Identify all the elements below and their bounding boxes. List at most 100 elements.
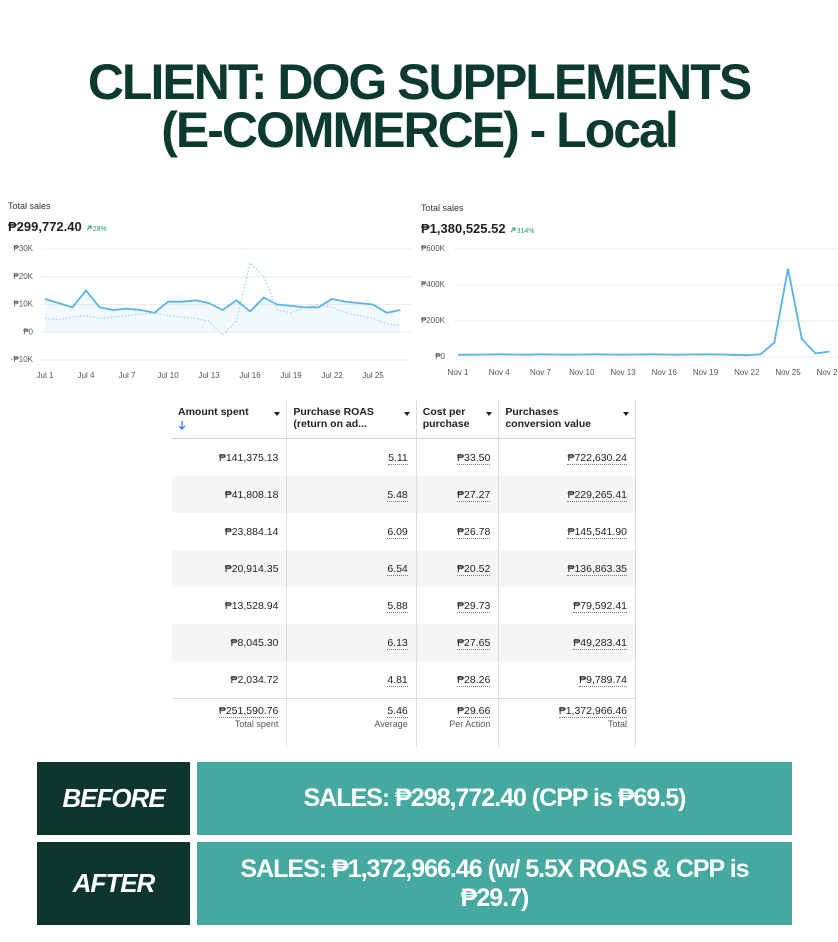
y-tick-label: ₱200K [421,316,446,325]
cell: ₱20.52 [416,550,500,587]
y-tick-label: ₱0 [23,327,33,336]
header-text: conversion value [505,418,592,430]
y-tick-label: ₱30K [13,244,33,253]
before-text: SALES: ₱298,772.40 (CPP is ₱69.5) [197,762,792,835]
table-row: ₱141,375.13 5.11 ₱33.50 ₱722,630.24 [172,438,636,476]
cell-value: 6.54 [387,562,408,576]
total-cell: ₱1,372,966.46 Total [498,698,636,747]
cell: ₱8,045.30 [172,624,288,661]
title-line: (E-COMMERCE) - Local [161,102,679,158]
sort-caret [403,412,410,416]
total-value: ₱1,372,966.46 [507,705,627,718]
cell: ₱49,283.41 [498,624,636,661]
line [44,261,401,336]
y-tick-label: ₱10K [13,300,33,309]
after-label: AFTER [37,842,190,925]
sort-caret [623,412,629,416]
cell-value: ₱41,808.18 [224,488,279,501]
cell-value: ₱2,034.72 [230,673,279,686]
before-label: BEFORE [37,762,190,835]
cell: ₱27.27 [416,476,500,513]
y-tick-label: ₱0 [435,352,445,361]
cell-value: ₱28.26 [457,673,491,687]
x-tick-label: Jul 25 [362,371,384,380]
total-text: ₱29.66 [457,705,491,718]
sort-caret [486,412,493,416]
cell-value: 6.13 [387,636,408,650]
total-text: ₱251,590.76 [218,705,279,718]
chart-title: Total sales [421,203,464,213]
cell-value: 5.48 [387,488,408,502]
header-text: purchase [422,418,470,430]
cell-value: ₱29.73 [457,599,491,613]
y-tick-label: ₱600K [421,244,446,253]
x-tick-label: Nov 22 [734,368,760,377]
change: 28% [92,226,107,233]
column-header: Amount spent [172,400,288,439]
total-label: Average [374,719,408,729]
cell-value: ₱26.78 [457,525,491,539]
chart-total: ₱299,772.40 28% [8,219,107,234]
total-label: Total spent [234,719,279,729]
up-arrow [510,227,516,233]
x-tick-label: Nov 1 [448,368,469,377]
cell: ₱79,592.41 [498,587,636,624]
change: 314% [516,228,535,235]
cell: ₱27.65 [416,624,500,661]
header-text: Purchases [505,406,559,418]
cell-value: ₱49,283.41 [573,636,627,650]
x-tick-label: Jul 19 [280,371,302,380]
cell: ₱33.50 [416,438,500,476]
cell-value: 5.88 [387,599,408,613]
y-tick-label: ₱20K [13,272,33,281]
cell-value: ₱9,789.74 [579,673,627,687]
cell: ₱145,541.90 [498,513,636,550]
cell-value: ₱136,863.35 [567,562,627,576]
y-tick-label: ₱400K [421,280,446,289]
column-header: Cost per purchase [416,400,500,439]
table-row: ₱13,528.94 5.88 ₱29.73 ₱79,592.41 [172,587,636,624]
total-value: 5.46 [295,705,408,718]
cell-value: ₱20.52 [457,562,491,576]
title: CLIENT: DOG SUPPLEMENTS (E-COMMERCE) - L… [0,57,838,158]
total-cell: 5.46 Average [286,698,417,747]
cell: ₱41,808.18 [172,476,288,513]
cell-value: ₱20,914.35 [224,562,279,575]
cell-value: ₱145,541.90 [567,525,627,539]
sort-arrow [178,421,186,430]
x-tick-label: Jul 13 [198,371,220,380]
total-value: ₱1,380,525.52 [421,221,506,236]
x-tick-label: Nov 19 [693,368,719,377]
x-tick-label: Nov 13 [610,368,636,377]
cell: 6.54 [286,550,417,587]
table-row: ₱23,884.14 6.09 ₱26.78 ₱145,541.90 [172,513,636,550]
header-row: Amount spent Purchase ROAS (return on ad..… [172,400,636,439]
table-row: ₱8,045.30 6.13 ₱27.65 ₱49,283.41 [172,624,636,661]
x-tick-label: Nov 4 [489,368,510,377]
cell-value: ₱27.65 [457,636,491,650]
header-text: Cost per [422,406,466,418]
cell: ₱23,884.14 [172,513,288,550]
x-tick-label: Nov 7 [530,368,551,377]
area [45,290,401,333]
x-tick-label: Nov 28 [817,368,838,377]
x-tick-label: Jul 7 [119,371,136,380]
x-tick-label: Jul 10 [157,371,179,380]
table-row: ₱20,914.35 6.54 ₱20.52 ₱136,863.35 [172,550,636,587]
table-row: ₱2,034.72 4.81 ₱28.26 ₱9,789.74 [172,661,636,699]
y-tick-label: -₱10K [11,355,34,364]
total-row: ₱251,590.76 Total spent 5.46 Average ₱29.66 P… [172,698,636,747]
chart-header: Total sales ₱1,380,525.52 314% [421,203,534,236]
arrow-path [178,421,186,430]
cell: ₱9,789.74 [498,661,636,699]
column-header: Purchase ROAS (return on ad... [286,400,417,439]
cell: ₱136,863.35 [498,550,636,587]
total-text: ₱1,372,966.46 [558,705,627,718]
line [44,289,401,314]
chart-title: Total sales [8,201,51,211]
chart: ₱0 ₱200K ₱400K ₱600K Nov 1 Nov 4 Nov 7 Nov 10 No… [421,244,838,377]
cell: ₱2,034.72 [172,661,288,699]
total-value: ₱299,772.40 [8,219,82,234]
